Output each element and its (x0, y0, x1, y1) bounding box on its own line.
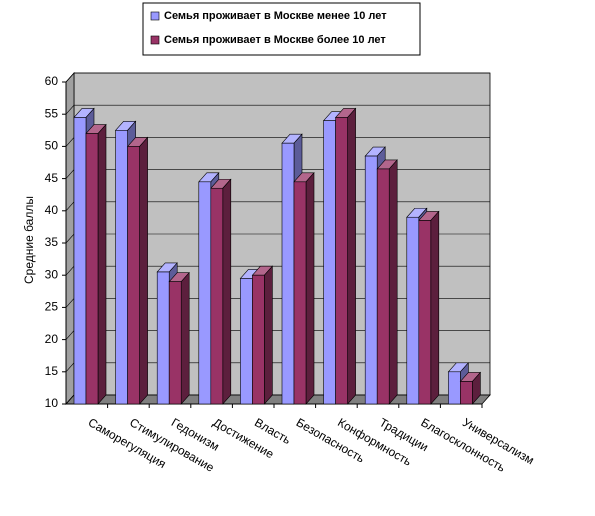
bar-side (347, 107, 356, 405)
bar (281, 142, 295, 405)
bar (85, 133, 99, 405)
bar-side (222, 178, 232, 405)
y-tick-label: 60 (45, 74, 59, 88)
bar (323, 120, 336, 405)
bar (156, 271, 170, 405)
y-tick-label: 35 (45, 235, 59, 249)
bar (418, 220, 432, 405)
bar-group (126, 136, 149, 405)
grid-line (65, 72, 490, 83)
bar-side (139, 136, 148, 405)
bar (115, 130, 128, 405)
y-tick-label: 40 (45, 203, 59, 217)
legend-swatch (150, 11, 160, 21)
legend-label: Семья проживает в Москве менее 10 лет (164, 10, 387, 22)
bar (73, 117, 87, 405)
bar-side (430, 210, 440, 405)
bar-group (376, 159, 398, 405)
legend: Семья проживает в Москве менее 10 лет Сем… (142, 2, 421, 56)
y-tick-label: 10 (45, 396, 59, 410)
bar-side (264, 265, 273, 405)
bar (448, 371, 461, 405)
bar-group (334, 107, 357, 405)
grid-line (65, 104, 490, 115)
y-axis-label: Средние баллы (22, 196, 36, 284)
bar-group (251, 265, 274, 405)
y-tick-label: 55 (45, 106, 59, 120)
y-tick-label: 50 (45, 139, 59, 153)
bar-group (168, 271, 190, 405)
bar (406, 216, 420, 405)
bar (364, 155, 378, 405)
y-tick-label: 20 (45, 332, 59, 346)
bar (335, 117, 348, 405)
bar-group (293, 172, 315, 405)
bar-group (459, 371, 482, 405)
bar (376, 168, 390, 405)
bar (293, 181, 307, 405)
bar-side (305, 172, 315, 405)
legend-swatch (150, 35, 160, 45)
legend-box (142, 2, 421, 56)
bar-group (210, 178, 232, 405)
y-tick-label: 30 (45, 267, 59, 281)
bar (240, 278, 253, 405)
bar (252, 274, 265, 405)
bar-side (97, 123, 107, 405)
bar-group (418, 210, 440, 405)
bar (127, 146, 140, 405)
bar (460, 381, 473, 405)
bar (198, 181, 212, 405)
bar (168, 281, 182, 405)
bar-group (85, 123, 107, 405)
legend-label: Семья проживает в Москве более 10 лет (164, 34, 386, 46)
y-tick-label: 45 (45, 171, 59, 185)
y-tick-label: 15 (45, 364, 59, 378)
bar (210, 187, 224, 405)
y-tick-label: 25 (45, 300, 59, 314)
bar-side (388, 159, 398, 405)
bar-side (180, 271, 190, 405)
